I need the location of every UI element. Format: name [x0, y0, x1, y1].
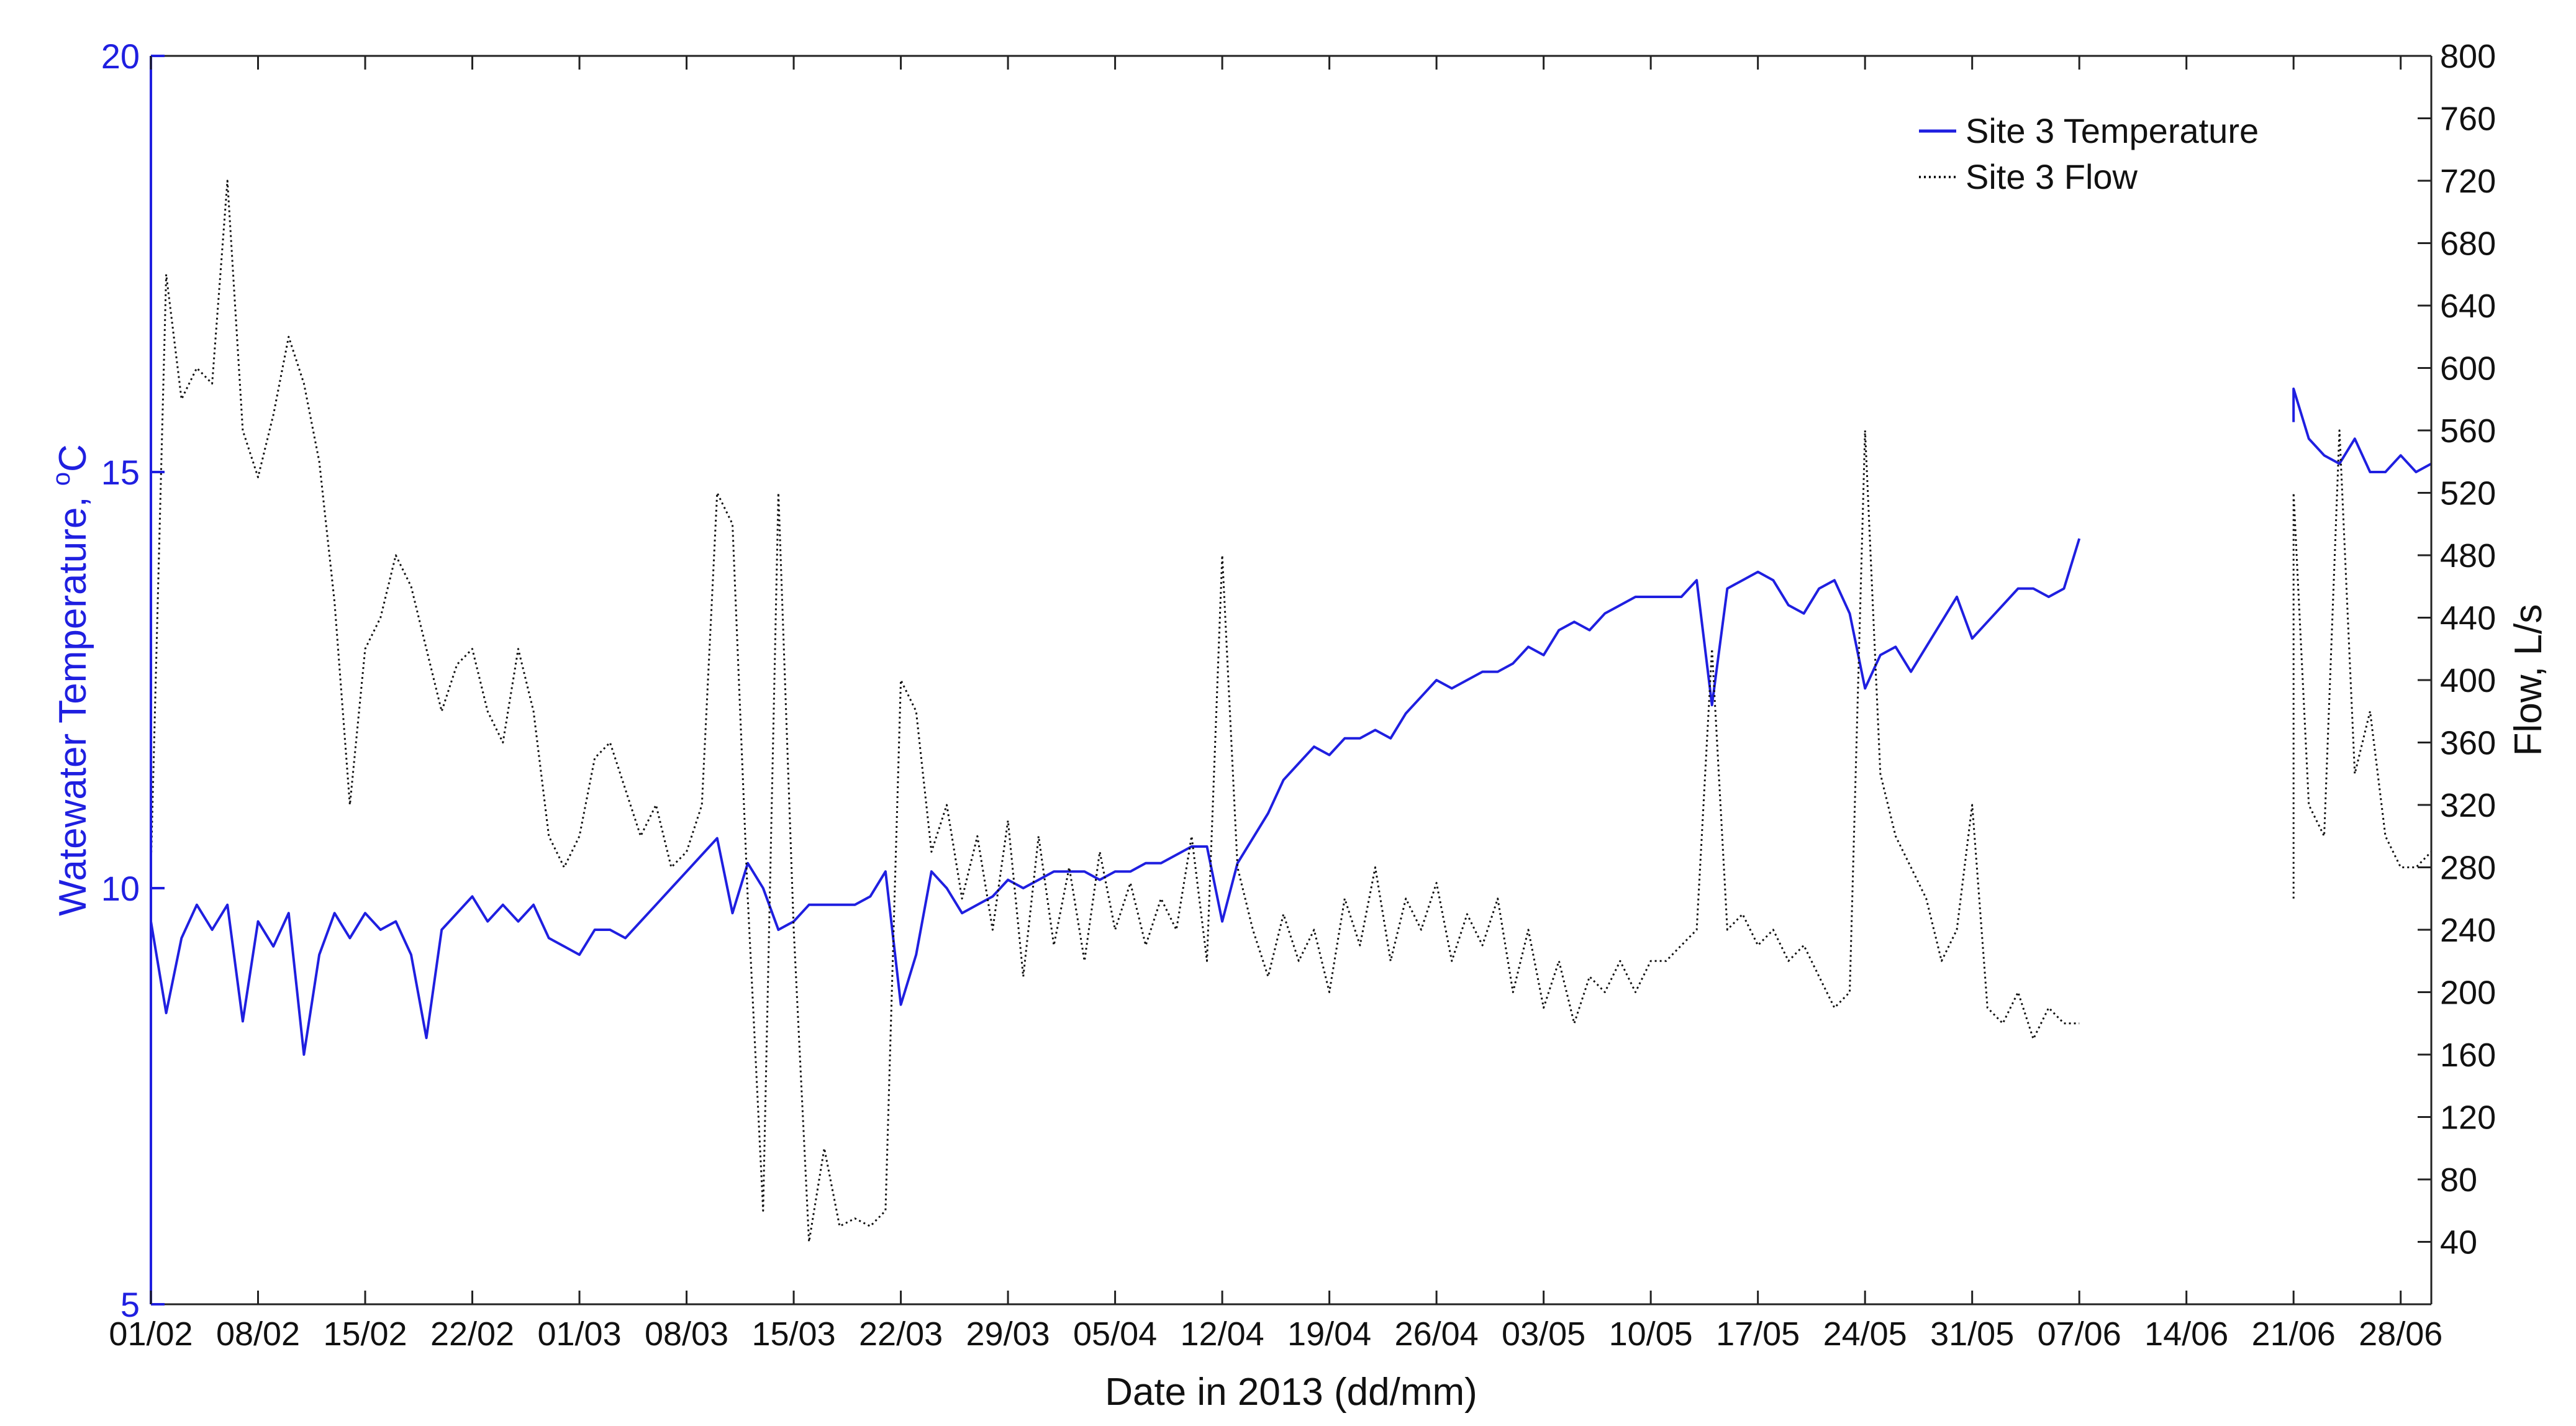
x-tick-label: 15/03: [751, 1315, 835, 1353]
x-tick-label: 22/02: [430, 1315, 514, 1353]
left-axis-title: Watewater Temperature, oC: [48, 444, 94, 916]
x-tick-label: 15/02: [323, 1315, 407, 1353]
x-tick-label: 24/05: [1823, 1315, 1907, 1353]
right-tick-label: 360: [2440, 725, 2496, 762]
x-tick-label: 10/05: [1609, 1315, 1693, 1353]
left-tick-label: 10: [101, 869, 140, 908]
x-tick-label: 05/04: [1073, 1315, 1157, 1353]
x-tick-label: 28/06: [2359, 1315, 2442, 1353]
right-tick-label: 480: [2440, 537, 2496, 574]
right-axis-title: Flow, L/s: [2507, 604, 2550, 756]
right-tick-label: 40: [2440, 1224, 2477, 1261]
x-tick-label: 01/02: [109, 1315, 193, 1353]
x-tick-label: 19/04: [1287, 1315, 1371, 1353]
left-ticks: 5 10 15 20: [101, 37, 165, 1324]
series-layer: [150, 179, 2433, 1243]
legend-label-temperature: Site 3 Temperature: [1966, 111, 2259, 150]
right-tick-label: 320: [2440, 787, 2496, 824]
x-tick-label: 22/03: [859, 1315, 943, 1353]
series-line-flow: [150, 179, 2433, 1243]
x-tick-label: 01/03: [537, 1315, 621, 1353]
right-tick-label: 800: [2440, 38, 2496, 75]
right-tick-label: 200: [2440, 974, 2496, 1012]
x-tick-label: 03/05: [1502, 1315, 1585, 1353]
right-tick-label: 560: [2440, 412, 2496, 450]
right-tick-label: 520: [2440, 475, 2496, 512]
x-axis-title: Date in 2013 (dd/mm): [1105, 1371, 1477, 1414]
right-tick-label: 80: [2440, 1161, 2477, 1199]
legend: Site 3 Temperature Site 3 Flow: [1919, 111, 2259, 196]
x-tick-label: 31/05: [1930, 1315, 2014, 1353]
x-tick-label: 26/04: [1395, 1315, 1479, 1353]
plot-frame: [150, 55, 2433, 1306]
right-tick-label: 760: [2440, 101, 2496, 138]
x-tick-label: 08/02: [216, 1315, 300, 1353]
x-tick-label: 12/04: [1181, 1315, 1264, 1353]
right-tick-label: 160: [2440, 1037, 2496, 1074]
x-tick-label: 29/03: [966, 1315, 1050, 1353]
right-tick-label: 640: [2440, 288, 2496, 325]
left-tick-label: 5: [120, 1285, 140, 1324]
left-axis-title-degree: o: [48, 472, 75, 486]
left-axis-title-text: Watewater Temperature,: [52, 486, 94, 916]
left-tick-label: 15: [101, 453, 140, 492]
x-tick-label: 08/03: [645, 1315, 728, 1353]
series-line-temperature: [150, 388, 2432, 1056]
x-tick-label: 21/06: [2252, 1315, 2336, 1353]
right-ticks: 40 80 120 160 200 240 280 320 360 400 440 480 520 560…: [2418, 38, 2496, 1261]
x-tick-label: 14/06: [2144, 1315, 2228, 1353]
left-axis-title-unit: C: [52, 444, 94, 472]
right-tick-label: 400: [2440, 662, 2496, 699]
right-tick-label: 440: [2440, 600, 2496, 637]
right-tick-label: 680: [2440, 225, 2496, 263]
legend-label-flow: Site 3 Flow: [1966, 157, 2138, 196]
left-tick-label: 20: [101, 37, 140, 76]
right-tick-label: 280: [2440, 850, 2496, 887]
right-tick-label: 240: [2440, 912, 2496, 949]
right-tick-label: 600: [2440, 350, 2496, 388]
x-tick-label: 07/06: [2038, 1315, 2121, 1353]
x-tick-label: 17/05: [1716, 1315, 1800, 1353]
right-tick-label: 720: [2440, 163, 2496, 200]
right-tick-label: 120: [2440, 1099, 2496, 1137]
x-ticks: 01/02 08/02 15/02 22/02 01/03 08/03 15/03 22/03…: [109, 56, 2442, 1353]
